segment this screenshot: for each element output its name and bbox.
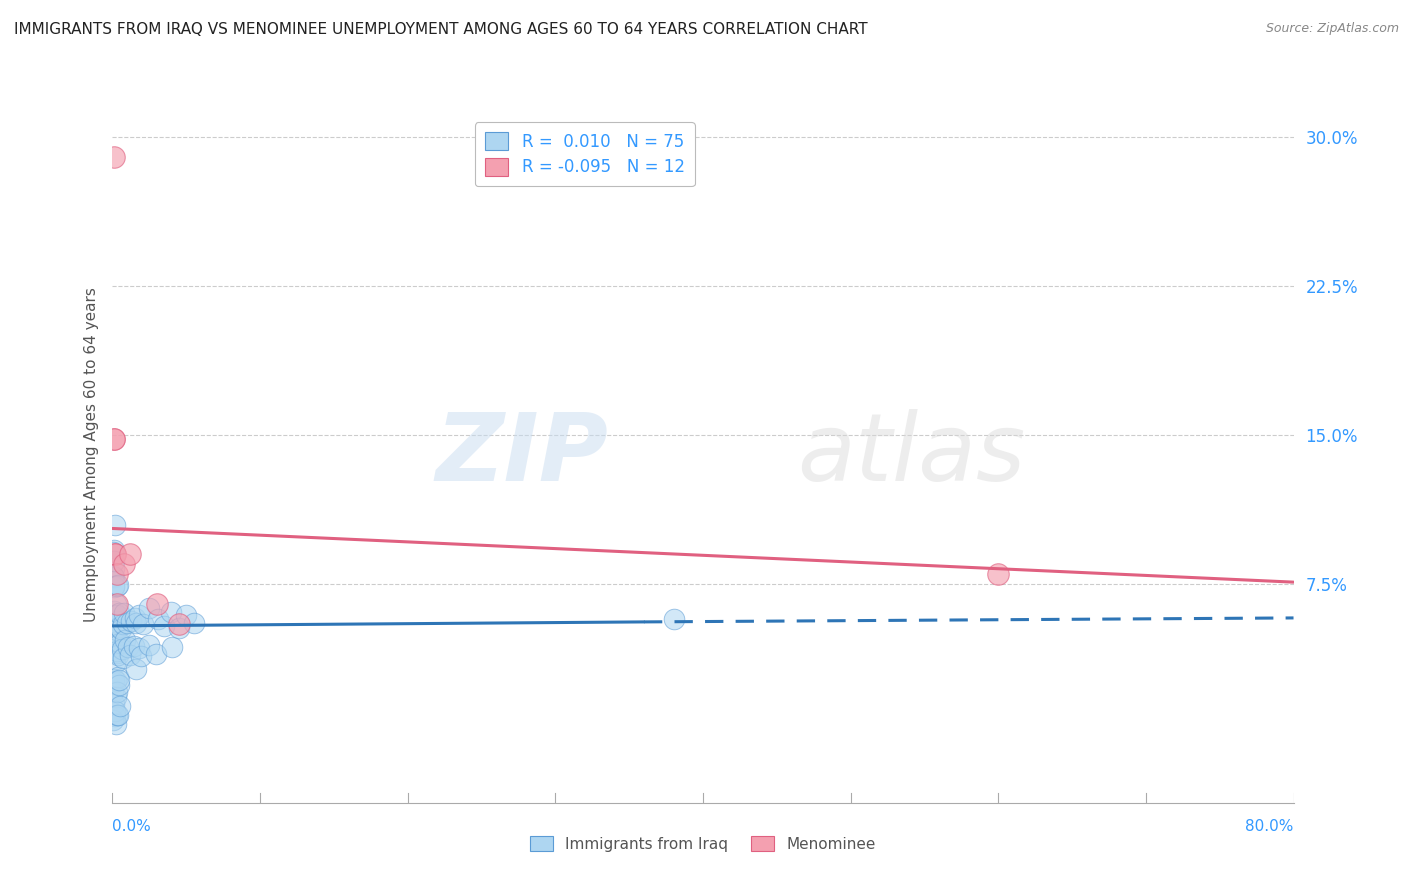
Point — [103, 674, 125, 689]
Point — [131, 648, 153, 663]
Point — [104, 517, 127, 532]
Point — [108, 673, 131, 687]
Legend: Immigrants from Iraq, Menominee: Immigrants from Iraq, Menominee — [524, 830, 882, 858]
Point — [103, 570, 125, 584]
Point — [105, 579, 128, 593]
Point — [103, 635, 125, 649]
Point — [101, 685, 124, 699]
Point — [103, 645, 125, 659]
Point — [114, 632, 136, 647]
Point — [105, 646, 128, 660]
Point — [662, 612, 685, 626]
Point — [122, 640, 145, 654]
Point — [120, 648, 142, 662]
Point — [138, 601, 160, 615]
Point — [103, 432, 125, 446]
Point — [110, 622, 132, 636]
Point — [104, 656, 127, 670]
Point — [146, 612, 169, 626]
Point — [167, 621, 190, 635]
Point — [105, 614, 128, 628]
Point — [101, 714, 124, 728]
Point — [103, 604, 125, 618]
Point — [107, 648, 129, 662]
Point — [112, 617, 135, 632]
Point — [103, 553, 125, 567]
Point — [105, 567, 128, 582]
Point — [160, 606, 183, 620]
Point — [103, 561, 125, 575]
Point — [132, 616, 155, 631]
Point — [987, 567, 1010, 582]
Point — [103, 607, 125, 622]
Point — [104, 717, 127, 731]
Point — [146, 597, 169, 611]
Point — [103, 569, 125, 583]
Point — [105, 624, 128, 638]
Point — [108, 678, 131, 692]
Point — [112, 558, 135, 572]
Point — [108, 635, 131, 649]
Point — [107, 577, 129, 591]
Point — [103, 432, 125, 446]
Point — [112, 606, 135, 620]
Point — [108, 607, 131, 621]
Point — [104, 709, 127, 723]
Text: ZIP: ZIP — [436, 409, 609, 501]
Point — [103, 697, 125, 711]
Point — [104, 547, 127, 561]
Point — [103, 579, 125, 593]
Point — [128, 607, 150, 622]
Point — [103, 580, 125, 594]
Point — [128, 641, 150, 656]
Point — [104, 637, 127, 651]
Point — [125, 615, 148, 630]
Point — [111, 651, 134, 665]
Point — [103, 617, 125, 632]
Point — [108, 698, 131, 713]
Point — [105, 685, 128, 699]
Text: IMMIGRANTS FROM IRAQ VS MENOMINEE UNEMPLOYMENT AMONG AGES 60 TO 64 YEARS CORRELA: IMMIGRANTS FROM IRAQ VS MENOMINEE UNEMPL… — [14, 22, 868, 37]
Point — [105, 597, 128, 611]
Point — [115, 616, 138, 631]
Point — [105, 608, 128, 623]
Point — [117, 640, 139, 654]
Text: Source: ZipAtlas.com: Source: ZipAtlas.com — [1265, 22, 1399, 36]
Point — [104, 597, 127, 611]
Point — [120, 547, 142, 561]
Point — [108, 620, 131, 634]
Point — [105, 644, 128, 658]
Text: atlas: atlas — [797, 409, 1026, 500]
Point — [160, 640, 183, 655]
Point — [145, 647, 167, 661]
Point — [107, 670, 129, 684]
Point — [105, 639, 128, 653]
Point — [167, 616, 190, 631]
Point — [138, 638, 160, 652]
Point — [105, 690, 128, 705]
Point — [153, 619, 176, 633]
Point — [101, 545, 124, 559]
Y-axis label: Unemployment Among Ages 60 to 64 years: Unemployment Among Ages 60 to 64 years — [83, 287, 98, 623]
Point — [105, 708, 128, 723]
Point — [107, 708, 129, 723]
Point — [124, 611, 146, 625]
Point — [110, 641, 132, 656]
Point — [103, 672, 125, 686]
Point — [183, 615, 205, 630]
Point — [125, 661, 148, 675]
Point — [104, 674, 127, 689]
Point — [103, 150, 125, 164]
Point — [104, 705, 127, 719]
Point — [104, 547, 127, 561]
Point — [174, 608, 197, 623]
Point — [103, 543, 125, 558]
Text: 0.0%: 0.0% — [112, 819, 152, 834]
Text: 80.0%: 80.0% — [1246, 819, 1294, 834]
Point — [120, 614, 142, 628]
